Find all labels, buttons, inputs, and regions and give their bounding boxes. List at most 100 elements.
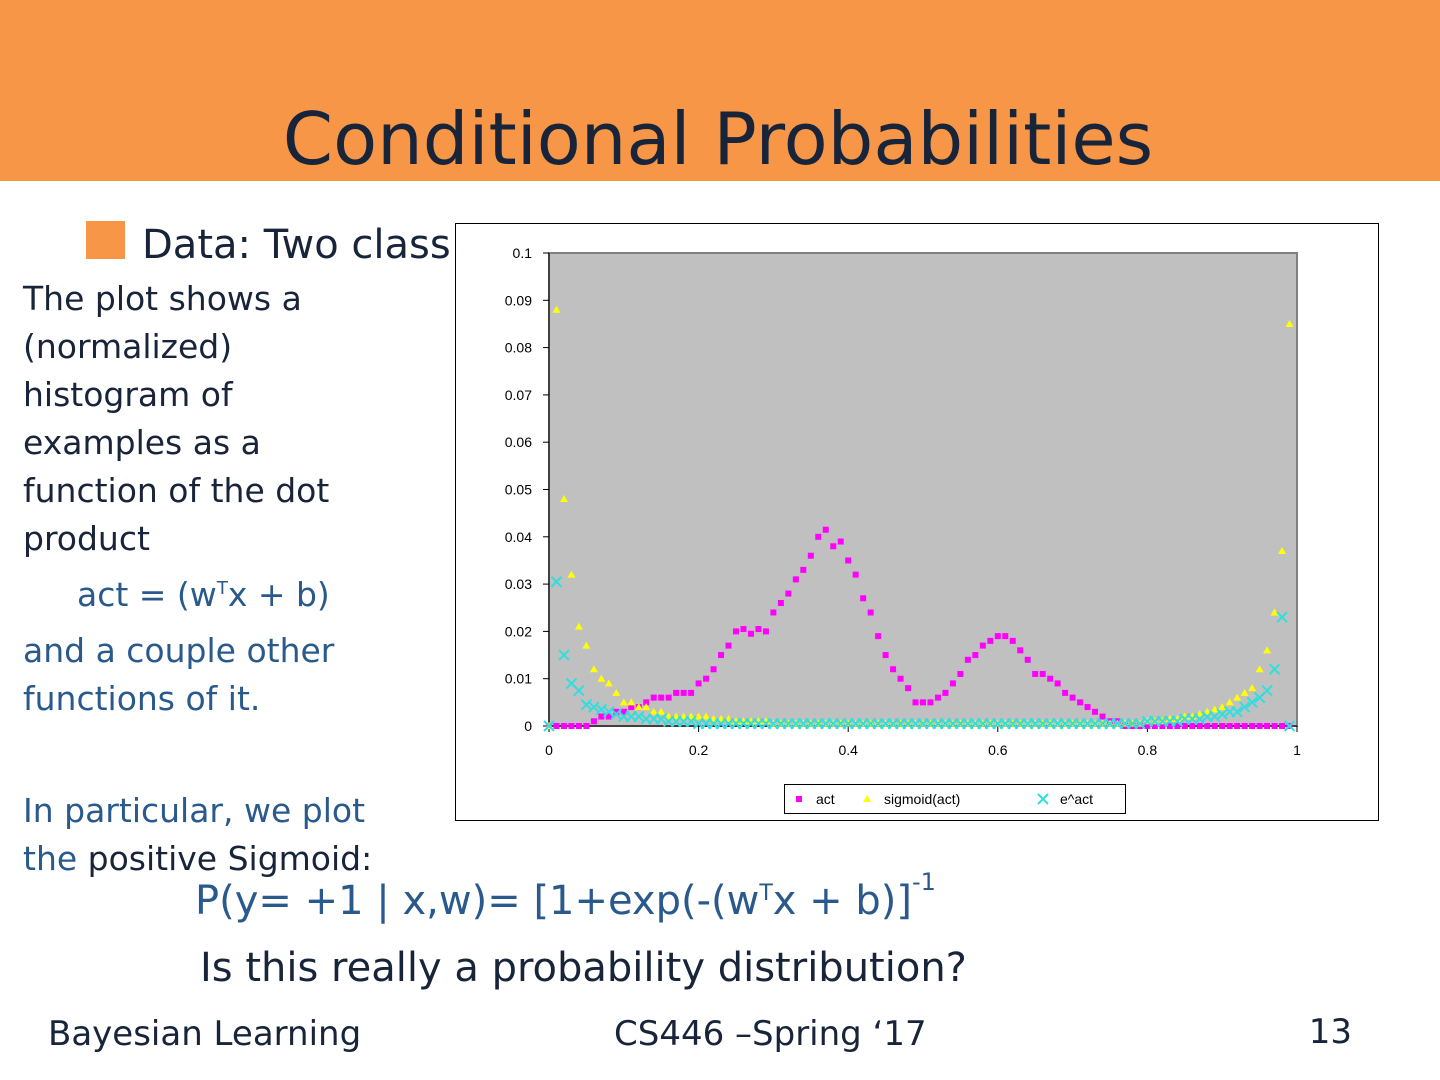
footer-left: Bayesian Learning — [48, 1014, 361, 1054]
marker-triangle — [1195, 710, 1204, 718]
marker-square — [1159, 723, 1166, 729]
question: Is this really a probability distributio… — [200, 945, 967, 991]
header-band — [0, 0, 1440, 181]
marker-triangle — [1285, 319, 1294, 327]
marker-triangle — [574, 622, 583, 630]
marker-x — [558, 649, 570, 661]
marker-square — [815, 533, 822, 540]
line: functions of it. — [23, 679, 260, 718]
line: examples as a — [23, 423, 261, 462]
marker-x — [1276, 611, 1288, 623]
marker-triangle — [724, 714, 733, 722]
marker-triangle — [552, 305, 561, 313]
marker-square — [837, 538, 844, 545]
paragraph: The plot shows a (normalized) histogram … — [22, 279, 329, 558]
marker-square — [755, 626, 762, 633]
text-part: the — [23, 839, 77, 878]
marker-square — [1024, 656, 1031, 663]
marker-x — [1283, 720, 1296, 732]
marker-triangle — [612, 688, 621, 696]
marker-square — [807, 552, 814, 559]
marker-square — [942, 689, 949, 696]
bullet-square — [86, 221, 125, 259]
marker-square — [747, 630, 754, 637]
marker-x — [655, 713, 667, 725]
marker-square — [1069, 694, 1076, 701]
marker-square — [598, 713, 605, 720]
marker-x — [1231, 706, 1243, 718]
line: and a couple other — [23, 631, 335, 670]
marker-square — [890, 666, 897, 673]
page-number: 13 — [1309, 1012, 1352, 1052]
legend-label: e^act — [1060, 791, 1093, 807]
marker-square — [875, 633, 882, 640]
marker-triangle — [597, 674, 606, 682]
marker-triangle — [1270, 608, 1279, 616]
line: (normalized) — [23, 327, 232, 366]
marker-square — [1077, 699, 1084, 706]
marker-square — [583, 723, 590, 729]
marker-square — [912, 699, 919, 706]
marker-triangle — [687, 712, 696, 720]
line: the positive Sigmoid: — [23, 839, 372, 878]
x-tick-label: 1 — [1293, 742, 1301, 758]
marker-square — [1062, 689, 1069, 696]
marker-triangle — [604, 679, 613, 687]
marker-square — [957, 670, 964, 677]
marker-x — [633, 710, 645, 723]
marker-square — [1099, 713, 1106, 720]
y-tick-label: 0.02 — [505, 623, 532, 639]
marker-x — [573, 684, 585, 697]
marker-square — [777, 600, 784, 607]
marker-triangle — [627, 698, 636, 706]
marker-square — [620, 708, 627, 715]
marker-triangle — [567, 570, 576, 578]
marker-square — [733, 628, 739, 635]
marker-triangle — [649, 707, 658, 715]
equation-part: x + b)] — [773, 878, 912, 924]
y-tick-label: 0.1 — [513, 245, 533, 261]
marker-x — [543, 720, 555, 732]
marker-square — [1009, 637, 1016, 644]
marker-triangle — [679, 712, 688, 720]
marker-triangle — [1218, 703, 1227, 711]
marker-square — [710, 666, 717, 673]
x-tick-label: 0.6 — [988, 742, 1008, 758]
marker-square — [905, 685, 912, 692]
marker-x — [1268, 663, 1281, 675]
marker-triangle — [1203, 707, 1212, 715]
equation-exp: -1 — [912, 868, 936, 896]
marker-square — [1174, 723, 1181, 729]
marker-square — [1241, 723, 1248, 729]
marker-triangle — [702, 712, 711, 720]
marker-square — [852, 571, 859, 578]
marker-x — [550, 576, 563, 588]
marker-square — [665, 694, 672, 701]
y-tick-label: 0.01 — [505, 671, 532, 687]
marker-square — [1151, 723, 1158, 729]
marker-x — [1261, 684, 1273, 697]
marker-square — [1181, 723, 1188, 729]
marker-square — [964, 656, 971, 663]
footer-center: CS446 –Spring ‘17 — [614, 1014, 927, 1054]
equation-part: P(y= +1 | x,w)= [1+exp(-(w — [195, 878, 759, 924]
marker-x — [1171, 715, 1184, 727]
equation: P(y= +1 | x,w)= [1+exp(-(wTx + b)]-1 — [195, 868, 936, 924]
marker-x — [1194, 713, 1206, 725]
marker-square — [613, 708, 620, 715]
marker-square — [1279, 723, 1286, 729]
marker-square — [1032, 670, 1039, 677]
marker-x — [1037, 793, 1049, 805]
marker-square — [845, 557, 852, 564]
marker-square — [560, 723, 567, 729]
line: product — [23, 519, 150, 558]
marker-square — [1084, 704, 1091, 711]
x-tick-label: 0 — [545, 742, 553, 758]
marker-square — [575, 723, 582, 729]
formula-part: x + b) — [228, 575, 330, 614]
marker-square — [628, 704, 635, 711]
marker-triangle — [1255, 665, 1264, 673]
marker-square — [770, 609, 777, 616]
marker-square — [1234, 723, 1241, 729]
